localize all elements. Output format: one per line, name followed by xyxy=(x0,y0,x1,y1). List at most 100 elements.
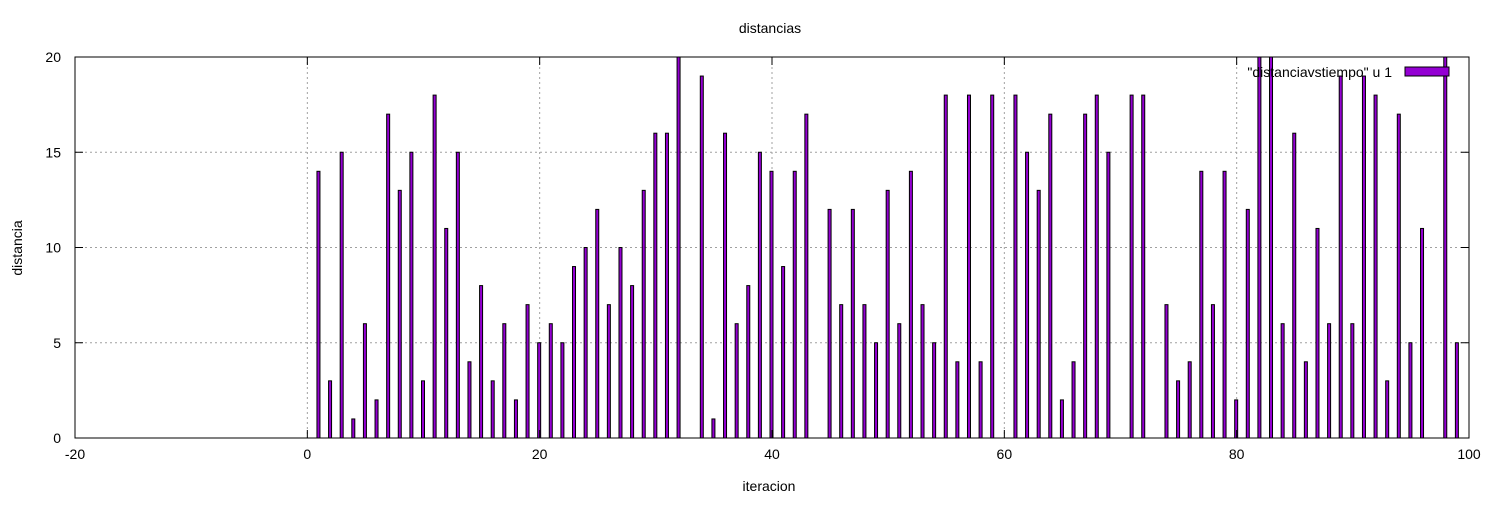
bar xyxy=(374,399,379,439)
bar xyxy=(1059,399,1064,439)
bar xyxy=(362,323,367,439)
bar xyxy=(769,170,774,439)
bar xyxy=(1361,75,1366,439)
bar xyxy=(723,132,728,439)
bar xyxy=(513,399,518,439)
y-tick-label: 0 xyxy=(53,430,61,446)
y-tick-label: 10 xyxy=(45,240,61,256)
x-tick-label: 80 xyxy=(1229,446,1245,462)
bar xyxy=(525,304,530,439)
bar xyxy=(1025,151,1030,439)
bar xyxy=(920,304,925,439)
bar xyxy=(1164,304,1169,439)
bar xyxy=(757,151,762,439)
bar xyxy=(1315,227,1320,439)
bar xyxy=(1129,94,1134,439)
bar xyxy=(897,323,902,439)
bar xyxy=(502,323,507,439)
bar xyxy=(1176,380,1181,439)
bar xyxy=(351,418,356,439)
y-tick-label: 15 xyxy=(45,144,61,160)
bar xyxy=(676,56,681,439)
legend: "distanciavstiempo" u 1 xyxy=(1247,64,1450,80)
bar xyxy=(734,323,739,439)
bar xyxy=(746,285,751,439)
bar xyxy=(874,342,879,439)
bar xyxy=(467,361,472,439)
bar xyxy=(490,380,495,439)
chart-title: distancias xyxy=(739,20,801,36)
bar xyxy=(1048,113,1053,439)
bar xyxy=(606,304,611,439)
bar xyxy=(932,342,937,439)
bar xyxy=(1408,342,1413,439)
bar xyxy=(664,132,669,439)
bar xyxy=(455,151,460,439)
bar xyxy=(943,94,948,439)
bar xyxy=(1210,304,1215,439)
bar xyxy=(1222,170,1227,439)
bar xyxy=(316,170,321,439)
bar xyxy=(908,170,913,439)
bar xyxy=(1303,361,1308,439)
bar xyxy=(1036,189,1041,439)
x-tick-label: 40 xyxy=(764,446,780,462)
bar xyxy=(1350,323,1355,439)
bar xyxy=(1106,151,1111,439)
bars-layer xyxy=(316,56,1459,439)
bar xyxy=(386,113,391,439)
bar xyxy=(421,380,425,439)
bar xyxy=(792,170,797,439)
bar xyxy=(595,208,600,439)
bar xyxy=(862,304,867,439)
x-tick-label: 0 xyxy=(303,446,311,462)
y-tick-label: 5 xyxy=(53,335,61,351)
bar xyxy=(572,266,577,439)
bar xyxy=(955,361,960,439)
bar xyxy=(1269,56,1274,439)
bar xyxy=(885,189,890,439)
bar xyxy=(1280,323,1285,439)
bar xyxy=(699,75,704,439)
bar xyxy=(1454,342,1459,439)
bar xyxy=(711,418,716,439)
bar xyxy=(1373,94,1378,439)
bar xyxy=(339,151,344,439)
bar xyxy=(1385,380,1390,439)
bar xyxy=(990,94,995,439)
legend-swatch xyxy=(1404,66,1450,77)
bar xyxy=(978,361,983,439)
bar xyxy=(1094,94,1099,439)
bar xyxy=(479,285,484,439)
bar xyxy=(432,94,437,439)
bar xyxy=(1292,132,1297,439)
bar xyxy=(1083,113,1088,439)
y-axis-label: distancia xyxy=(9,220,25,275)
bar xyxy=(328,380,333,439)
bar xyxy=(781,266,786,439)
bar xyxy=(804,113,809,439)
bar xyxy=(1327,323,1332,439)
bar xyxy=(1199,170,1204,439)
bar xyxy=(1396,113,1401,439)
bar xyxy=(641,189,646,439)
bar xyxy=(1187,361,1192,439)
bar xyxy=(966,94,971,439)
x-tick-label: 100 xyxy=(1457,446,1481,462)
bar xyxy=(560,342,565,439)
y-tick-label: 20 xyxy=(45,49,61,65)
bar xyxy=(397,189,402,439)
bar xyxy=(537,342,542,439)
bar xyxy=(618,247,623,439)
bar xyxy=(548,323,553,439)
x-axis-label: iteracion xyxy=(743,478,796,494)
bar xyxy=(1257,56,1262,439)
bar xyxy=(1245,208,1250,439)
bar xyxy=(1338,75,1343,439)
bar xyxy=(1443,56,1448,439)
x-tick-label: 20 xyxy=(532,446,548,462)
bar xyxy=(827,208,832,439)
